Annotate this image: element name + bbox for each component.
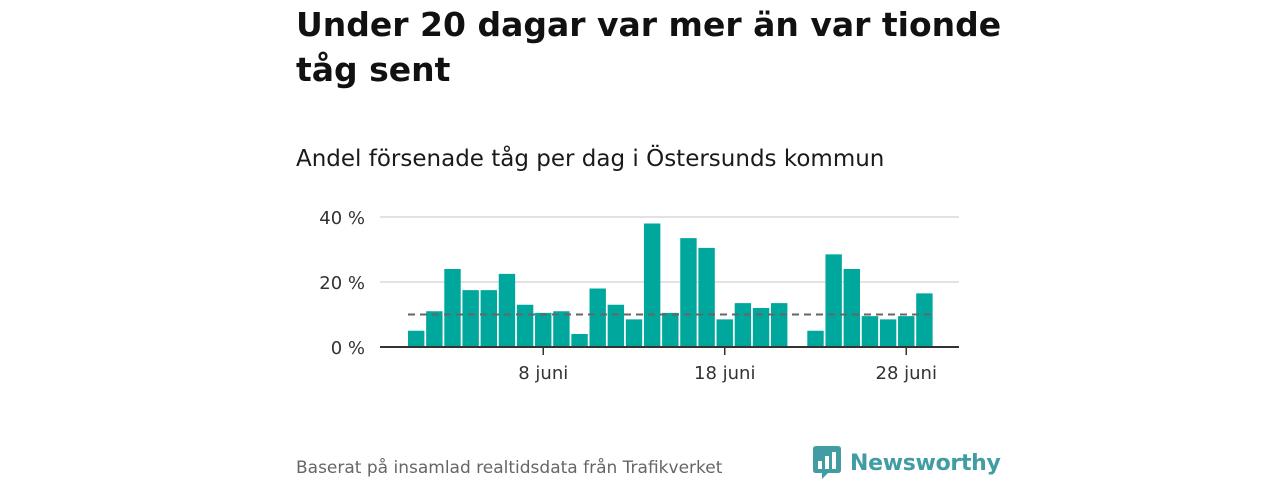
x-tick-label: 28 juni [876, 363, 937, 384]
x-axis: 8 juni 18 juni 28 juni [380, 346, 959, 384]
bar [734, 303, 752, 347]
bar [843, 269, 860, 347]
bar [662, 312, 679, 347]
chart-title: Under 20 dagar var mer än var tionde tåg… [296, 5, 1002, 89]
newsworthy-logo: Newsworthy [813, 446, 1001, 480]
bar [480, 290, 497, 347]
y-tick-label: 20 % [319, 273, 365, 294]
bar [643, 223, 661, 347]
bar [444, 269, 461, 347]
bar [916, 293, 933, 347]
bar [498, 273, 516, 347]
bar [825, 254, 842, 347]
bar [553, 311, 570, 347]
bar [426, 311, 443, 347]
bar [680, 238, 697, 347]
bar [807, 330, 824, 347]
x-tick-label: 8 juni [518, 363, 568, 384]
bar [408, 330, 425, 347]
bar [879, 319, 897, 347]
bar [589, 288, 606, 347]
bar [716, 319, 733, 347]
bar [898, 316, 915, 347]
bar [698, 247, 715, 347]
bar [625, 319, 643, 347]
chart-subtitle: Andel försenade tåg per dag i Östersunds… [296, 146, 885, 172]
bar [516, 304, 534, 347]
bar [462, 290, 479, 347]
bars [408, 223, 933, 347]
bar [535, 312, 552, 347]
bar [571, 334, 588, 347]
x-tick-label: 18 juni [694, 363, 755, 384]
bar [861, 316, 879, 347]
y-tick-labels: 0 % 20 % 40 % [319, 208, 365, 359]
newsworthy-logo-icon [813, 446, 841, 479]
bar [607, 304, 625, 347]
bar [752, 308, 770, 347]
gridlines [380, 216, 959, 283]
source-note: Baserat på insamlad realtidsdata från Tr… [296, 458, 723, 478]
y-tick-label: 40 % [319, 208, 365, 229]
brand-name: Newsworthy [850, 450, 1001, 476]
y-tick-label: 0 % [331, 338, 365, 359]
bar [771, 303, 788, 347]
